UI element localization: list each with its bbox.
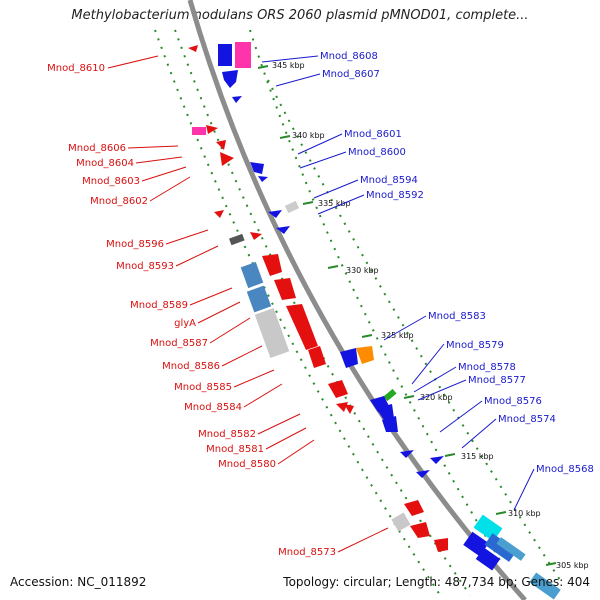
gene-feature (308, 346, 326, 368)
gene-label-right: Mnod_8607 (322, 69, 380, 80)
tick-labels: 345 kbp 340 kbp 335 kbp 330 kbp 325 kbp … (272, 61, 589, 570)
gene-label-right: Mnod_8600 (348, 147, 406, 158)
gene-feature (344, 404, 354, 414)
gene-label-right: Mnod_8576 (484, 396, 542, 407)
tick-label: 325 kbp (381, 331, 414, 340)
gene-feature (218, 44, 232, 66)
right-label-connectors (261, 55, 535, 511)
gene-feature (496, 537, 526, 561)
gene-label-left: Mnod_8580 (218, 459, 276, 470)
gene-label-left: Mnod_8603 (82, 176, 140, 187)
gene-feature (484, 533, 518, 562)
gene-feature (254, 307, 290, 359)
left-gene-labels: Mnod_8610 Mnod_8606 Mnod_8604 Mnod_8603 … (47, 63, 336, 558)
topology-summary: Topology: circular; Length: 487,734 bp; … (283, 575, 590, 589)
gene-label-left: Mnod_8606 (68, 143, 126, 154)
gene-feature (220, 152, 234, 166)
gene-label-left: Mnod_8593 (116, 261, 174, 272)
gene-label-left: Mnod_8610 (47, 63, 105, 74)
gene-feature (268, 210, 282, 218)
dotted-track-outer-right (267, 79, 561, 581)
gene-feature (356, 346, 374, 364)
gene-feature (232, 96, 242, 103)
tick-label: 340 kbp (292, 131, 325, 140)
gene-feature (475, 547, 501, 571)
map-title: Methylobacterium nodulans ORS 2060 plasm… (71, 8, 529, 23)
gene-label-right: Mnod_8579 (446, 340, 504, 351)
gene-label-right: Mnod_8601 (344, 129, 402, 140)
gene-feature (376, 404, 394, 420)
gene-feature (276, 226, 290, 234)
gene-feature (383, 388, 397, 402)
gene-label-left: Mnod_8587 (150, 338, 208, 349)
gene-feature (214, 210, 224, 218)
gene-feature (416, 470, 430, 478)
tick-label: 315 kbp (461, 452, 494, 461)
gene-label-left: Mnod_8602 (90, 196, 148, 207)
gene-feature (192, 127, 206, 135)
gene-feature (258, 176, 268, 182)
gene-label-right: Mnod_8578 (458, 362, 516, 373)
tick-label: 320 kbp (420, 393, 453, 402)
tick-label: 305 kbp (556, 561, 589, 570)
accession-label: Accession: NC_011892 (10, 575, 147, 589)
gene-label-right: Mnod_8594 (360, 175, 418, 186)
gene-label-right: Mnod_8583 (428, 311, 486, 322)
gene-feature (391, 512, 411, 532)
gene-feature (235, 42, 251, 68)
reverse-strand-genes (218, 42, 561, 600)
left-label-connectors (107, 55, 389, 553)
gene-feature (340, 348, 358, 368)
gene-feature (246, 285, 272, 313)
gene-feature (250, 162, 264, 174)
gene-label-right: Mnod_8608 (320, 51, 378, 62)
gene-feature (284, 200, 300, 214)
gene-label-right: Mnod_8592 (366, 190, 424, 201)
gene-feature (222, 70, 238, 88)
gene-feature (529, 572, 561, 600)
tick-marks (257, 65, 557, 566)
gene-label-left: glyA (174, 318, 196, 329)
gene-label-right: Mnod_8577 (468, 375, 526, 386)
gene-feature (410, 522, 430, 538)
gene-feature (262, 254, 282, 276)
gene-feature (400, 450, 414, 458)
tick-label: 310 kbp (508, 509, 541, 518)
tick-label: 335 kbp (318, 199, 351, 208)
gene-feature (229, 233, 245, 246)
gene-feature (240, 261, 264, 289)
gene-feature (188, 45, 198, 52)
gene-label-left: Mnod_8581 (206, 444, 264, 455)
gene-label-right: Mnod_8574 (498, 414, 556, 425)
gene-feature (274, 278, 296, 300)
gene-feature (382, 416, 398, 432)
gene-feature (286, 304, 318, 350)
plasmid-backbone (187, 0, 527, 600)
forward-strand-genes (188, 45, 448, 552)
gene-label-left: Mnod_8589 (130, 300, 188, 311)
gene-feature (473, 514, 503, 542)
gene-feature (206, 125, 218, 134)
gene-label-left: Mnod_8585 (174, 382, 232, 393)
gene-feature (250, 232, 262, 240)
gene-feature (430, 456, 444, 464)
gene-label-left: Mnod_8582 (198, 429, 256, 440)
gene-feature (404, 500, 424, 516)
tick-label: 330 kbp (346, 266, 379, 275)
right-gene-labels: Mnod_8608 Mnod_8607 Mnod_8601 Mnod_8600 … (320, 51, 594, 475)
gene-label-left: Mnod_8604 (76, 158, 134, 169)
gene-label-left: Mnod_8586 (162, 361, 220, 372)
gene-label-left: Mnod_8584 (184, 402, 242, 413)
gene-feature (216, 140, 226, 150)
gene-label-left: Mnod_8596 (106, 239, 164, 250)
tick-label: 345 kbp (272, 61, 305, 70)
gene-feature (328, 380, 348, 398)
gene-feature (434, 538, 448, 552)
gene-label-right: Mnod_8568 (536, 464, 594, 475)
gene-label-left: Mnod_8573 (278, 547, 336, 558)
